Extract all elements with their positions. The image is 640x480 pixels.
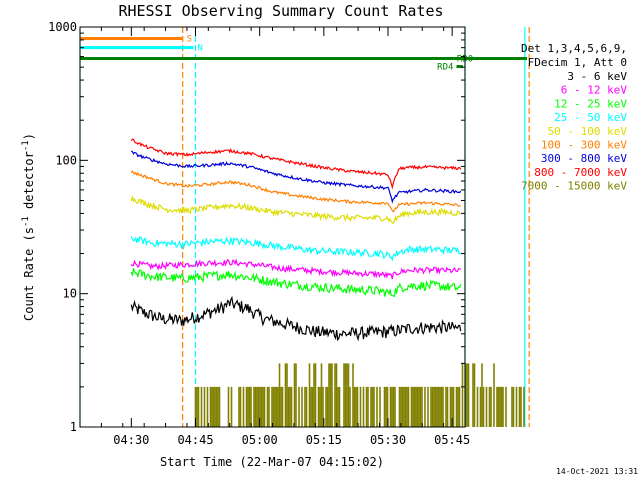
plot-frame [79,26,466,428]
y-axis-label: Count Rate (s-1 detector-1) [21,133,36,321]
series [130,138,462,190]
x-axis-label: Start Time (22-Mar-07 04:15:02) [160,455,384,469]
series [130,268,462,298]
series-line [130,258,462,280]
legend-entry: 7000 - 15000 keV [521,180,627,193]
flag-label: S [187,34,192,44]
series-line [131,150,462,204]
x-axis: 04:30 04:45 05:00 05:15 05:30 05:45 [79,27,470,447]
legend-header-line2: FDecim 1, Att 0 [528,56,627,69]
series-line [130,268,462,298]
legend-entry: 6 - 12 keV [561,84,628,97]
flag-label: N [197,44,202,54]
legend-header-line1: Det 1,3,4,5,6,9, [521,42,627,55]
y-axis: 1 10 100 1000 [48,20,465,434]
series [130,295,462,342]
legend-entry: 25 - 50 keV [554,111,627,124]
series [130,194,461,224]
legend-entry: 800 - 7000 keV [534,166,627,179]
y-tick-label: 100 [55,153,77,167]
series-line [130,194,461,224]
series [131,150,462,204]
series [130,169,461,213]
legend-entry: 300 - 800 keV [541,152,627,165]
series [194,363,525,427]
flag-label: RD4 [437,63,453,73]
legend-entry: 12 - 25 keV [554,97,627,110]
y-tick-label: 1 [70,420,77,434]
x-tick-label: 05:15 [306,433,342,447]
generated-timestamp: 14-Oct-2021 13:31 [556,467,638,476]
legend-entry: 3 - 6 keV [567,70,627,83]
y-tick-label: 1000 [48,20,77,34]
series [130,236,461,262]
series-line [130,236,461,262]
series-line [130,169,461,213]
series-line [130,295,462,342]
legend-entry: 50 - 100 keV [548,125,628,138]
x-tick-label: 05:30 [370,433,406,447]
x-tick-label: 04:45 [177,433,213,447]
legend: Det 1,3,4,5,6,9, FDecim 1, Att 0 3 - 6 k… [521,42,627,193]
series [130,258,462,280]
x-tick-label: 05:45 [434,433,470,447]
legend-entry: 100 - 300 keV [541,139,627,152]
x-tick-label: 04:30 [113,433,149,447]
chart-title: RHESSI Observing Summary Count Rates [118,2,443,20]
series-line [130,138,462,190]
energy-band-series [130,138,525,427]
y-tick-label: 10 [63,287,77,301]
x-tick-label: 05:00 [242,433,278,447]
